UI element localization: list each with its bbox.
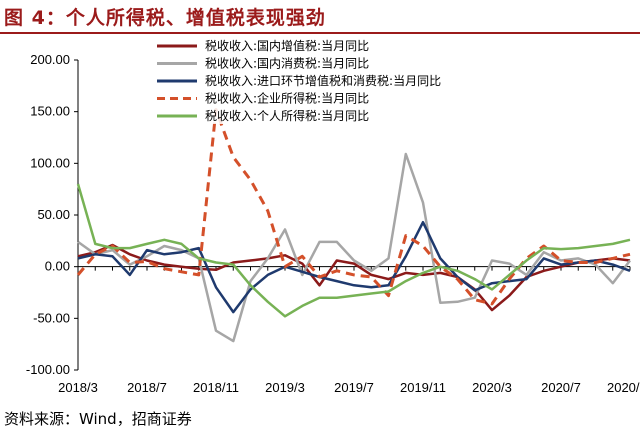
legend-background [153, 38, 503, 124]
series-line-1 [77, 243, 631, 312]
series-lines [76, 108, 631, 343]
x-tick-label: 2019/7 [334, 380, 374, 395]
legend-label-4: 税收收入:企业所得税:当月同比 [205, 91, 369, 106]
x-tick-label: 2018/11 [193, 380, 239, 395]
x-tick-label: 2020/7 [541, 380, 581, 395]
figure-title: 图 4：个人所得税、增值税表现强劲 [4, 7, 326, 29]
y-tick-label: -100.00 [26, 362, 70, 377]
legend: 税收收入:国内增值税:当月同比税收收入:国内消费税:当月同比税收收入:进口环节增… [153, 38, 503, 124]
legend-label-3: 税收收入:进口环节增值税和消费税:当月同比 [205, 73, 441, 88]
series-line-4 [76, 108, 631, 306]
y-tick-label: 100.00 [30, 155, 70, 170]
x-tick-label: 2018/7 [127, 380, 167, 395]
x-tick-label: 2020/3 [472, 380, 512, 395]
series-line-5 [76, 183, 631, 318]
series-line-2 [77, 152, 631, 343]
x-tick-label: 2020/11 [607, 380, 640, 395]
x-tick-label: 2019/3 [265, 380, 305, 395]
y-tick-label: 0.00 [45, 259, 70, 274]
x-tick-label: 2018/3 [58, 380, 98, 395]
legend-label-5: 税收收入:个人所得税:当月同比 [205, 108, 369, 123]
x-tick-label: 2019/11 [400, 380, 446, 395]
series-line-3 [77, 220, 631, 314]
legend-label-2: 税收收入:国内消费税:当月同比 [205, 57, 369, 71]
source-note: 资料来源：Wind，招商证券 [4, 410, 192, 428]
title-rule [0, 32, 640, 34]
y-axis-ticks: 200.00 150.00 100.00 50.00 0.00 -50.00 -100.00 [26, 52, 78, 377]
y-tick-label: -50.00 [33, 310, 70, 325]
y-tick-label: 200.00 [30, 52, 70, 67]
line-chart: 200.00 150.00 100.00 50.00 0.00 -50.00 -100.00… [26, 38, 640, 395]
y-tick-label: 150.00 [30, 104, 70, 119]
y-tick-label: 50.00 [37, 207, 70, 222]
x-axis-ticks: 2018/3 2018/7 2018/11 2019/3 2019/7 2019/11 20… [58, 266, 640, 395]
legend-label-1: 税收收入:国内增值税:当月同比 [205, 38, 369, 53]
